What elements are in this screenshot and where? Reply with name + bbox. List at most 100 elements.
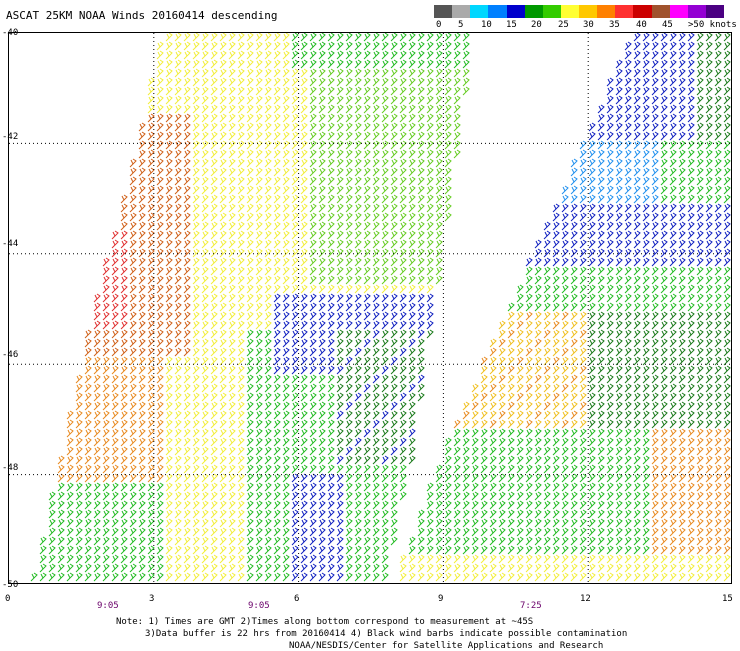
wind-barb: [624, 131, 632, 141]
wind-barb: [174, 248, 182, 258]
wind-barb: [507, 491, 515, 501]
wind-barb: [201, 167, 209, 177]
wind-barb: [282, 104, 290, 114]
wind-barb: [201, 410, 209, 420]
wind-barb: [318, 275, 326, 285]
wind-barb: [282, 311, 290, 321]
wind-barb: [165, 113, 173, 123]
wind-barb: [381, 149, 389, 159]
wind-barb: [210, 320, 218, 330]
wind-barb: [633, 437, 641, 447]
wind-barb: [687, 167, 695, 177]
wind-barb: [336, 446, 344, 456]
wind-barb: [219, 302, 227, 312]
wind-barb: [534, 257, 542, 267]
wind-barb: [714, 239, 722, 249]
wind-barb: [363, 230, 371, 240]
wind-barb: [651, 203, 659, 213]
wind-barb: [111, 275, 119, 285]
wind-barb: [165, 50, 173, 60]
wind-barb: [282, 374, 290, 384]
wind-barb: [273, 185, 281, 195]
wind-barb: [255, 104, 263, 114]
wind-barb: [696, 563, 704, 573]
wind-barb: [93, 446, 101, 456]
wind-barb: [129, 401, 137, 411]
wind-barb: [381, 140, 389, 150]
wind-barb: [426, 167, 434, 177]
wind-barb: [489, 455, 497, 465]
wind-barb: [345, 221, 353, 231]
wind-barb: [363, 167, 371, 177]
wind-barb: [228, 365, 236, 375]
wind-barb: [435, 266, 443, 276]
wind-barb: [453, 131, 461, 141]
wind-barb: [120, 446, 128, 456]
wind-barb: [615, 77, 623, 87]
wind-barb: [354, 41, 362, 51]
wind-barb: [381, 500, 389, 510]
wind-barb: [660, 140, 668, 150]
wind-barb: [597, 527, 605, 537]
wind-barb: [372, 131, 380, 141]
wind-barb: [84, 518, 92, 528]
wind-barb: [210, 545, 218, 555]
wind-barb: [633, 365, 641, 375]
wind-barb: [192, 392, 200, 402]
wind-barb: [714, 221, 722, 231]
wind-barb: [723, 338, 731, 348]
wind-barb: [507, 410, 515, 420]
wind-barb: [570, 401, 578, 411]
wind-barb: [138, 455, 146, 465]
wind-barb: [183, 518, 191, 528]
wind-barb: [300, 185, 308, 195]
wind-barb: [201, 464, 209, 474]
wind-barb: [129, 392, 137, 402]
wind-barb: [210, 167, 218, 177]
wind-barb: [570, 482, 578, 492]
wind-barb: [723, 410, 731, 420]
wind-barb: [183, 248, 191, 258]
wind-barb: [48, 545, 56, 555]
wind-barb: [336, 392, 344, 402]
wind-barb: [291, 491, 299, 501]
wind-barb: [147, 284, 155, 294]
wind-barb: [318, 149, 326, 159]
wind-barb: [381, 212, 389, 222]
wind-barb: [327, 527, 335, 537]
wind-barb: [435, 275, 443, 285]
wind-barb: [156, 176, 164, 186]
wind-barb: [426, 329, 434, 339]
wind-barb: [399, 33, 407, 42]
wind-barb: [327, 356, 335, 366]
wind-barb: [309, 95, 317, 105]
wind-barb: [561, 257, 569, 267]
wind-barb: [255, 500, 263, 510]
wind-barb: [147, 248, 155, 258]
wind-barb: [453, 68, 461, 78]
wind-barb: [678, 365, 686, 375]
wind-barb: [660, 221, 668, 231]
wind-barb: [597, 410, 605, 420]
wind-barb: [273, 194, 281, 204]
wind-barb: [390, 347, 398, 357]
wind-barb: [624, 554, 632, 564]
wind-barb: [633, 221, 641, 231]
wind-barb: [597, 437, 605, 447]
wind-barb: [705, 347, 713, 357]
wind-barb: [390, 203, 398, 213]
wind-barb: [651, 329, 659, 339]
wind-barb: [705, 401, 713, 411]
wind-barb: [156, 347, 164, 357]
wind-barb: [498, 437, 506, 447]
wind-barb: [237, 509, 245, 519]
wind-barb: [408, 356, 416, 366]
wind-barb: [606, 410, 614, 420]
wind-barb: [138, 392, 146, 402]
wind-barb: [318, 473, 326, 483]
wind-barb: [615, 59, 623, 69]
wind-barb: [408, 59, 416, 69]
wind-barb: [165, 491, 173, 501]
wind-barb: [444, 563, 452, 573]
wind-barb: [156, 230, 164, 240]
